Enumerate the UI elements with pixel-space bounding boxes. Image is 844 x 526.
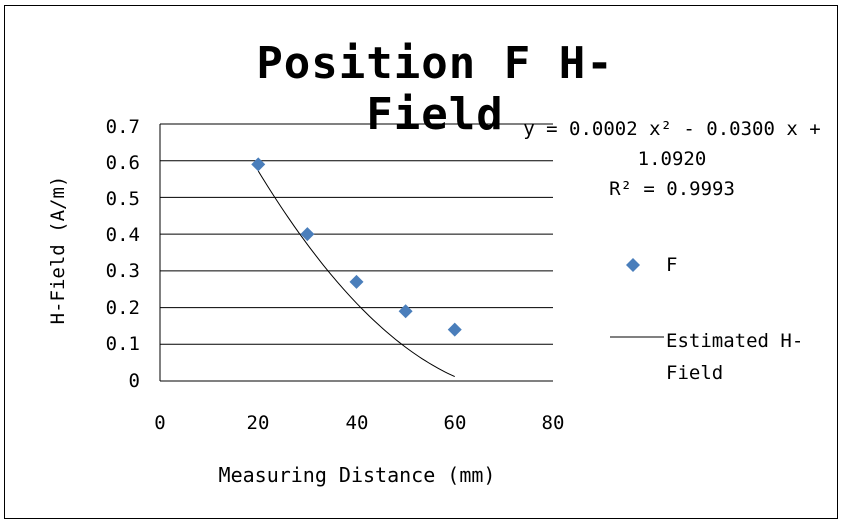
data-point-marker xyxy=(251,157,266,172)
y-tick-label: 0 xyxy=(128,370,140,392)
trendline-equation: y = 0.0002 x² - 0.0300 x + 1.0920 R² = 0… xyxy=(498,114,844,204)
x-axis-label: Measuring Distance (mm) xyxy=(218,463,496,487)
x-tick-label: 60 xyxy=(443,412,467,434)
r-squared: R² = 0.9993 xyxy=(609,178,735,200)
x-tick-label: 40 xyxy=(345,412,369,434)
data-point-marker xyxy=(349,274,364,289)
legend-label-estimated-line-2: Field xyxy=(666,362,724,384)
y-tick-label: 0.4 xyxy=(105,224,140,246)
y-tick-label: 0.6 xyxy=(105,152,140,174)
y-tick-label: 0.7 xyxy=(105,116,140,138)
gridlines xyxy=(160,123,553,345)
data-point-marker xyxy=(300,227,315,242)
y-tick-label: 0.1 xyxy=(105,333,140,355)
series-markers xyxy=(251,157,462,337)
y-tick-label: 0.2 xyxy=(105,297,140,319)
legend-label-estimated-line-1: Estimated H- xyxy=(666,330,804,352)
data-point-marker xyxy=(447,322,462,337)
x-tick-label: 20 xyxy=(246,412,270,434)
legend-label-f: F xyxy=(666,254,678,276)
x-tick-label: 0 xyxy=(154,412,166,434)
data-point-marker xyxy=(398,304,413,319)
equation-line-1: y = 0.0002 x² - 0.0300 x + xyxy=(523,118,821,140)
trendline-curve xyxy=(257,170,455,378)
y-tick-label: 0.3 xyxy=(105,260,140,282)
y-tick-label: 0.5 xyxy=(105,188,140,210)
legend-diamond-icon xyxy=(626,258,640,272)
x-tick-label: 80 xyxy=(541,412,565,434)
chart-frame xyxy=(4,5,838,519)
equation-line-2: 1.0920 xyxy=(637,148,707,170)
legend-label-estimated: Estimated H- Field xyxy=(666,325,803,389)
chart-title: Position F H-Field xyxy=(256,38,614,140)
